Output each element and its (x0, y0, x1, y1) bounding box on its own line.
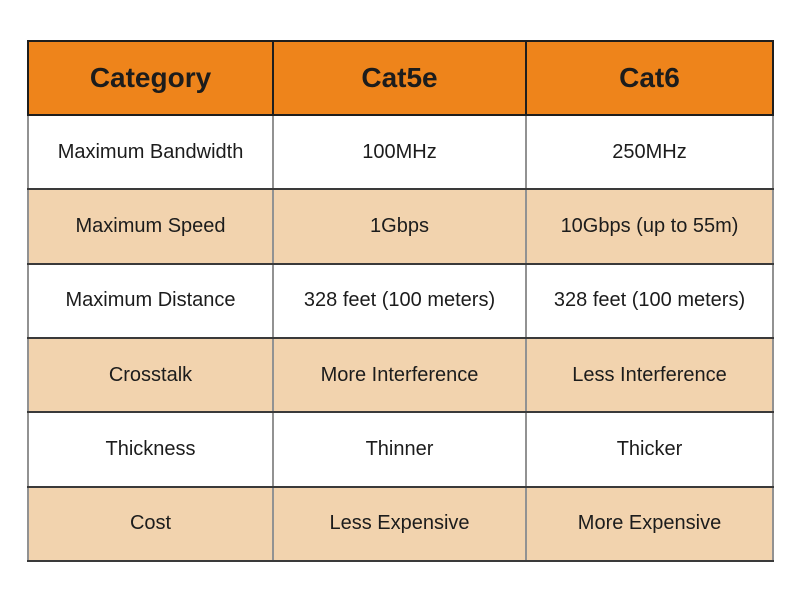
value-cell: More Interference (272, 336, 527, 414)
value-cell: Thicker (525, 411, 774, 488)
header-cell-cat6: Cat6 (525, 40, 774, 116)
value-cell: 1Gbps (272, 188, 527, 265)
value-cell: 250MHz (525, 113, 774, 191)
comparison-table: Category Cat5e Cat6 Maximum Bandwidth 10… (27, 40, 774, 563)
header-cell-category: Category (27, 40, 274, 116)
row-label-cell: Thickness (27, 411, 274, 488)
table-row-maximum-distance: Maximum Distance 328 feet (100 meters) 3… (27, 262, 774, 339)
row-label-cell: Maximum Bandwidth (27, 113, 274, 191)
row-label-cell: Maximum Speed (27, 188, 274, 265)
value-cell: Less Interference (525, 336, 774, 414)
value-cell: 10Gbps (up to 55m) (525, 188, 774, 265)
header-cell-cat5e: Cat5e (272, 40, 527, 116)
value-cell: 328 feet (100 meters) (272, 262, 527, 339)
value-cell: 328 feet (100 meters) (525, 262, 774, 339)
value-cell: Thinner (272, 411, 527, 488)
value-cell: Less Expensive (272, 485, 527, 563)
row-label-cell: Maximum Distance (27, 262, 274, 339)
table-row-thickness: Thickness Thinner Thicker (27, 411, 774, 488)
row-label-cell: Crosstalk (27, 336, 274, 414)
value-cell: More Expensive (525, 485, 774, 563)
table-row-maximum-bandwidth: Maximum Bandwidth 100MHz 250MHz (27, 113, 774, 191)
table-row-crosstalk: Crosstalk More Interference Less Interfe… (27, 336, 774, 414)
header-row: Category Cat5e Cat6 (27, 40, 774, 116)
row-label-cell: Cost (27, 485, 274, 563)
table-row-cost: Cost Less Expensive More Expensive (27, 485, 774, 563)
value-cell: 100MHz (272, 113, 527, 191)
table-row-maximum-speed: Maximum Speed 1Gbps 10Gbps (up to 55m) (27, 188, 774, 265)
